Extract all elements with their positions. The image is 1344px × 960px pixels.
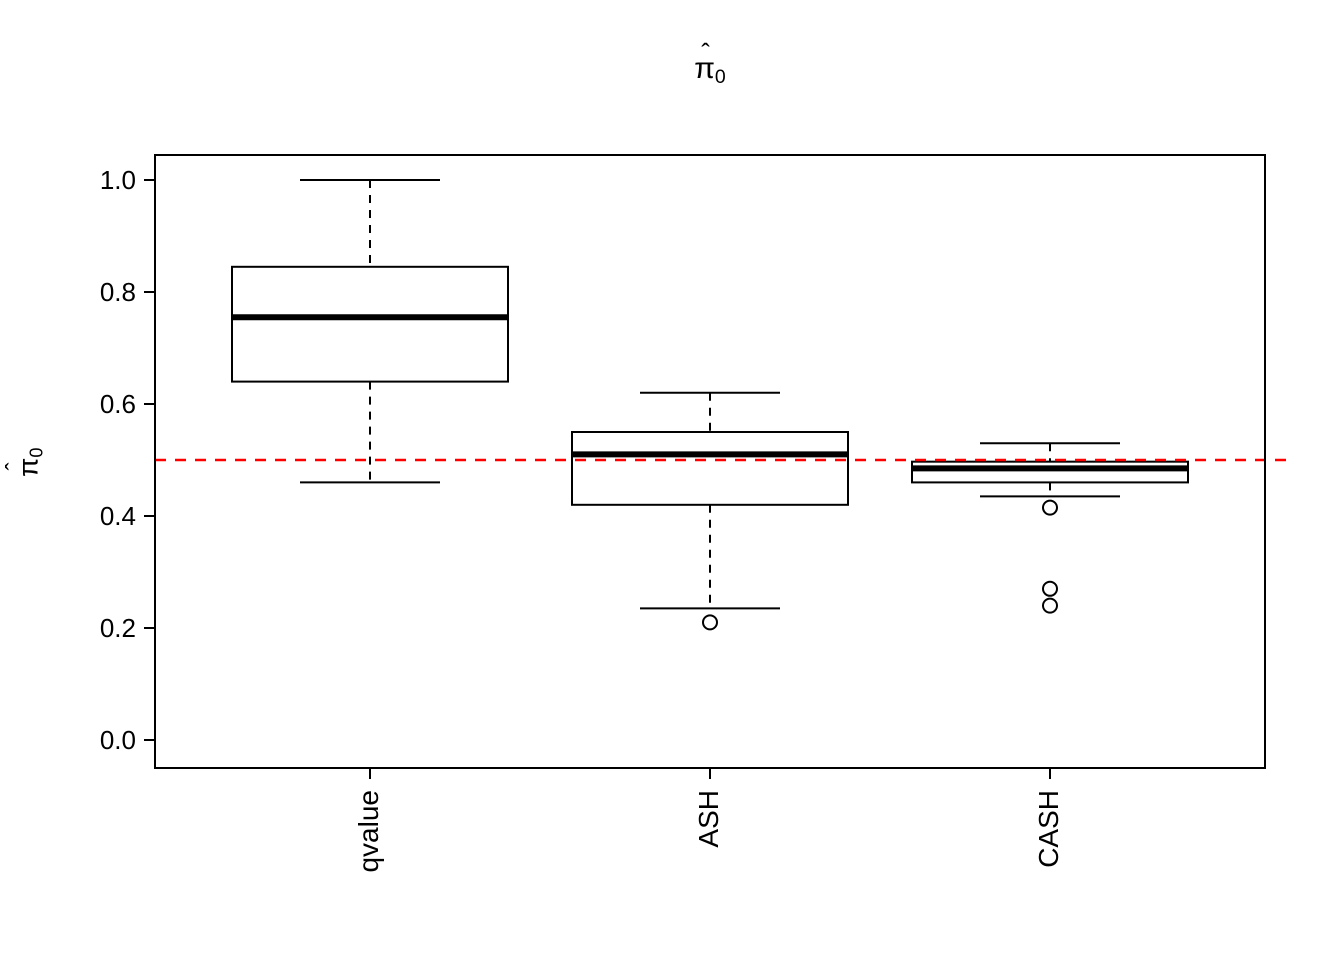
x-category-label: CASH xyxy=(1033,790,1064,868)
y-tick-label: 0.6 xyxy=(100,389,136,419)
y-axis-label: ˆ π0 xyxy=(1,412,48,512)
y-tick-label: 0.8 xyxy=(100,277,136,307)
y-tick-label: 0.0 xyxy=(100,725,136,755)
ylabel-hat: ˆ xyxy=(1,462,29,471)
y-tick-label: 0.2 xyxy=(100,613,136,643)
x-category-label: qvalue xyxy=(353,790,384,873)
y-tick-label: 0.4 xyxy=(100,501,136,531)
plot-border xyxy=(154,154,1266,769)
title-hat: ˆ xyxy=(701,39,710,68)
x-category-label: ASH xyxy=(693,790,724,848)
outlier-point xyxy=(1042,499,1058,516)
outlier-point xyxy=(1042,580,1058,597)
ylabel-subscript: 0 xyxy=(26,447,47,458)
outlier-point xyxy=(702,614,718,631)
y-tick-label: 1.0 xyxy=(100,165,136,195)
title-subscript: 0 xyxy=(714,65,726,88)
iqr-box xyxy=(571,431,849,506)
chart-title: ˆ π0 xyxy=(155,40,1265,89)
iqr-box xyxy=(911,460,1189,484)
iqr-box xyxy=(231,265,509,383)
outlier-point xyxy=(1042,597,1058,614)
title-pi: π xyxy=(694,52,715,85)
